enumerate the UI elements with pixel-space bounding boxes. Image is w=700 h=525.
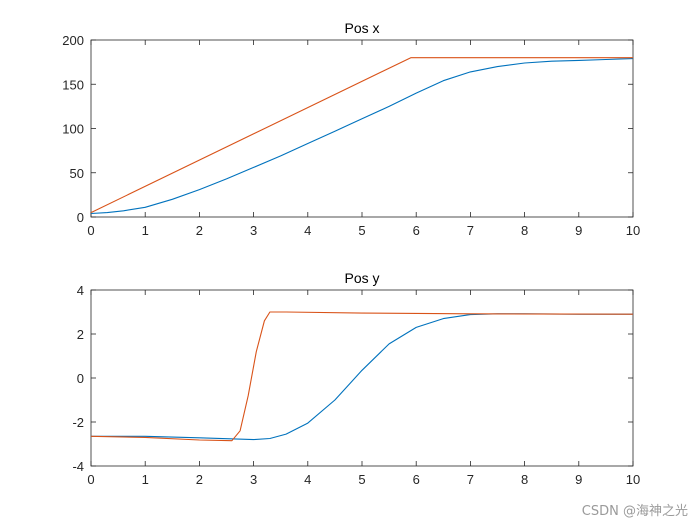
x-tick-label: 1 xyxy=(142,223,149,238)
y-tick-label: 0 xyxy=(77,371,84,386)
axes-box xyxy=(90,39,634,218)
x-tick-label: 8 xyxy=(521,223,528,238)
x-tick-label: 4 xyxy=(304,223,311,238)
x-tick-label: 10 xyxy=(626,472,640,487)
y-tick-label: 200 xyxy=(62,33,84,48)
x-tick-label: 0 xyxy=(87,223,94,238)
x-tick-label: 3 xyxy=(250,223,257,238)
x-tick-label: 2 xyxy=(196,472,203,487)
axes-box xyxy=(90,289,634,467)
x-tick-label: 9 xyxy=(575,223,582,238)
x-tick-label: 6 xyxy=(413,223,420,238)
subplot-pos-y: 0 1 2 3 4 5 6 7 8 9 10 -4 -2 0 2 4 Pos y xyxy=(72,270,640,487)
y-tick-label: 2 xyxy=(77,327,84,342)
x-tick-label: 4 xyxy=(304,472,311,487)
watermark: CSDN @海神之光 xyxy=(581,504,688,519)
x-tick-label: 3 xyxy=(250,472,257,487)
x-tick-label: 8 xyxy=(521,472,528,487)
y-tick-label: -4 xyxy=(72,459,84,474)
series-line-2 xyxy=(90,57,633,214)
x-tick-label: 9 xyxy=(575,472,582,487)
y-tick-label: -2 xyxy=(72,415,84,430)
y-tick-label: 150 xyxy=(62,77,84,92)
x-tick-label: 10 xyxy=(626,223,640,238)
x-tick-label: 5 xyxy=(358,472,365,487)
x-tick-label: 7 xyxy=(467,223,474,238)
x-tick-label: 6 xyxy=(413,472,420,487)
y-tick-label: 0 xyxy=(77,210,84,225)
x-tick-label: 1 xyxy=(142,472,149,487)
series-line-1 xyxy=(90,58,634,215)
y-tick-label: 50 xyxy=(70,166,84,181)
x-tick-label: 2 xyxy=(196,223,203,238)
chart-title: Pos y xyxy=(344,270,379,286)
y-tick-label: 100 xyxy=(62,122,84,137)
series-line-2 xyxy=(90,311,634,442)
y-tick-label: 4 xyxy=(77,283,84,298)
x-tick-label: 5 xyxy=(358,223,365,238)
chart-title: Pos x xyxy=(344,20,379,36)
x-tick-label: 0 xyxy=(87,472,94,487)
x-tick-label: 7 xyxy=(467,472,474,487)
